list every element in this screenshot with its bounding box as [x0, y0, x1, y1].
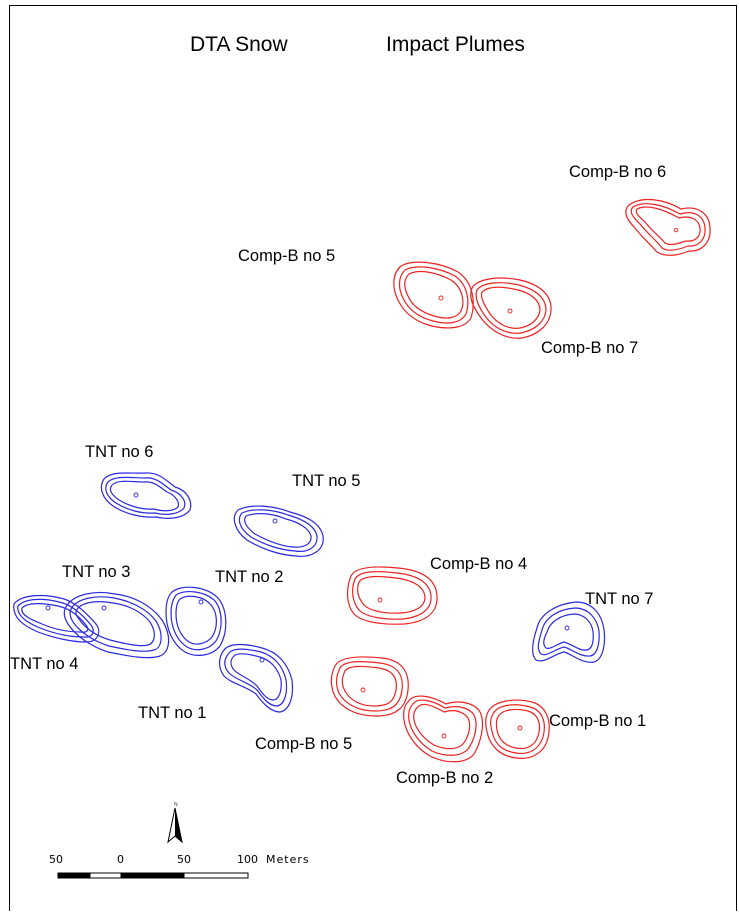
label-tnt-3: TNT no 3: [62, 563, 131, 581]
label-tnt-7: TNT no 7: [585, 590, 654, 608]
plume-tnt-5: [233, 505, 324, 557]
plume-tnt-3: [63, 591, 170, 659]
scale-bar: [57, 872, 249, 879]
plume-comp-b-1: [485, 699, 550, 759]
plume-tnt-1: [218, 643, 294, 713]
label-tnt-4: TNT no 4: [10, 655, 79, 673]
label-comp-b-5-top: Comp-B no 5: [238, 247, 336, 265]
scale-tick-3: 100: [237, 853, 258, 866]
plume-tnt-4: [13, 594, 100, 643]
north-letter: N: [174, 802, 178, 808]
label-tnt-5: TNT no 5: [292, 472, 361, 490]
plume-comp-b-5-top: [393, 261, 474, 329]
plume-comp-b-2: [403, 695, 484, 763]
plume-comp-b-5-bottom: [330, 656, 409, 717]
plume-comp-b-4: [347, 566, 438, 625]
label-tnt-6: TNT no 6: [85, 443, 154, 461]
scale-unit: Meters: [266, 853, 310, 866]
plume-tnt-6: [100, 472, 192, 519]
plume-tnt-2: [165, 586, 227, 656]
label-comp-b-6: Comp-B no 6: [569, 163, 667, 181]
map-title-left: DTA Snow: [190, 33, 288, 56]
north-arrow-icon: N: [167, 802, 183, 844]
map-frame: [9, 5, 737, 911]
plume-comp-b-6: [625, 198, 711, 256]
label-comp-b-5-bottom: Comp-B no 5: [255, 735, 353, 753]
map-title-right: Impact Plumes: [386, 33, 525, 56]
plume-tnt-7: [532, 601, 606, 663]
label-tnt-1: TNT no 1: [138, 704, 207, 722]
plume-comp-b-7: [470, 277, 552, 339]
scale-tick-0: 50: [49, 853, 63, 866]
label-comp-b-1: Comp-B no 1: [549, 712, 647, 730]
scale-tick-2: 50: [177, 853, 191, 866]
scale-tick-1: 0: [117, 853, 124, 866]
label-comp-b-4: Comp-B no 4: [430, 555, 528, 573]
label-comp-b-7: Comp-B no 7: [541, 339, 639, 357]
label-comp-b-2: Comp-B no 2: [396, 769, 494, 787]
label-tnt-2: TNT no 2: [215, 568, 284, 586]
